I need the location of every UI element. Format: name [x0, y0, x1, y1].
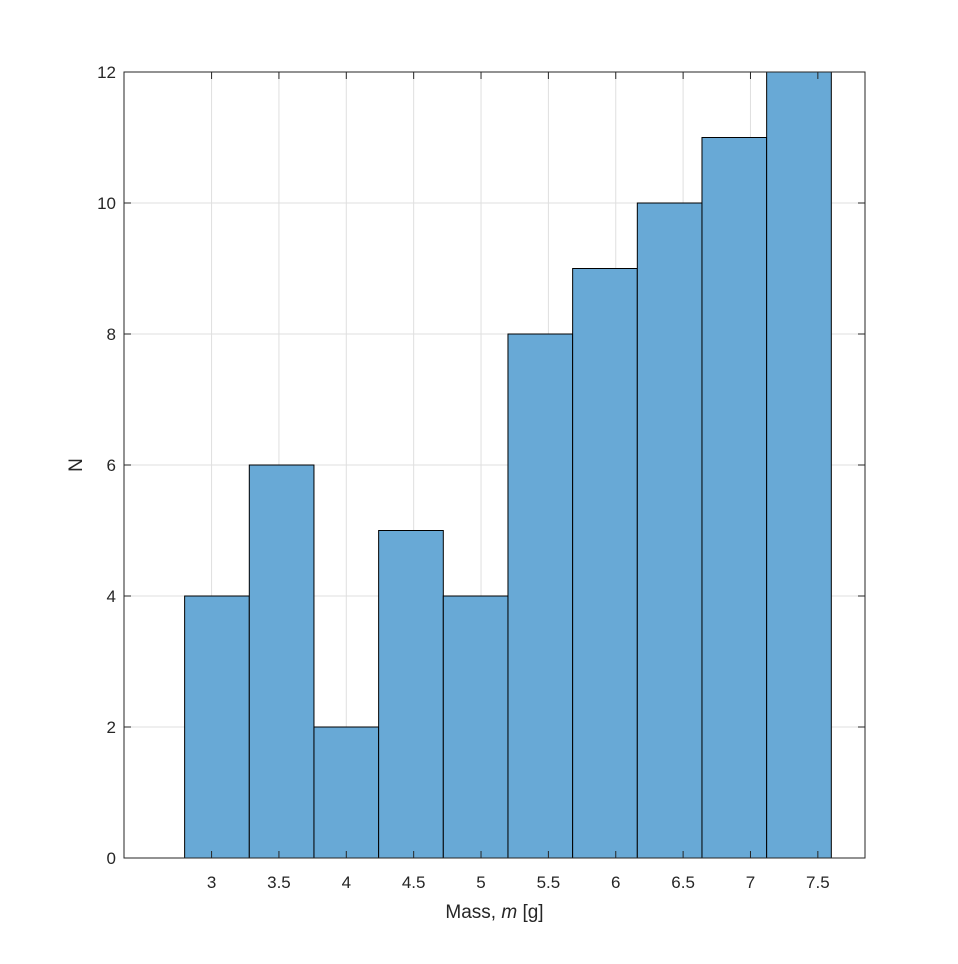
y-axis-label: N [66, 458, 87, 472]
x-tick-label: 6 [611, 873, 620, 892]
x-ticks: 3 3.5 4 4.5 5 5.5 6 6.5 7 7.5 [207, 72, 830, 892]
bars [184, 71, 832, 859]
histogram-bar [184, 595, 250, 859]
x-axis-label-unit: [g] [517, 902, 543, 923]
x-tick-label: 5.5 [537, 873, 561, 892]
x-tick-label: 5 [476, 873, 485, 892]
y-tick-label: 2 [107, 718, 116, 737]
histogram-bar [507, 333, 574, 859]
histogram-bar [636, 202, 703, 859]
histogram-bar [378, 530, 444, 859]
x-tick-label: 7.5 [806, 873, 830, 892]
histogram-bar [313, 726, 380, 859]
y-tick-label: 4 [107, 587, 116, 606]
x-axis-label: Mass, m [g] [445, 902, 543, 923]
x-tick-label: 7 [746, 873, 755, 892]
x-tick-label: 3 [207, 873, 216, 892]
histogram-bar [572, 268, 638, 859]
histogram-bar [766, 71, 832, 859]
y-tick-label: 0 [107, 849, 116, 868]
x-tick-label: 4 [342, 873, 351, 892]
x-tick-label: 3.5 [267, 873, 291, 892]
y-tick-label: 8 [107, 325, 116, 344]
y-tick-label: 10 [97, 194, 116, 213]
histogram-bar [248, 464, 315, 859]
x-axis-label-variable: m [501, 902, 517, 923]
histogram-bar [442, 595, 509, 859]
y-ticks: 0 2 4 6 8 10 12 [97, 63, 865, 868]
x-tick-label: 4.5 [402, 873, 426, 892]
histogram-bar [701, 137, 768, 859]
x-axis-label-text: Mass, [445, 902, 501, 923]
y-tick-label: 12 [97, 63, 116, 82]
x-tick-label: 6.5 [671, 873, 695, 892]
y-tick-label: 6 [107, 456, 116, 475]
